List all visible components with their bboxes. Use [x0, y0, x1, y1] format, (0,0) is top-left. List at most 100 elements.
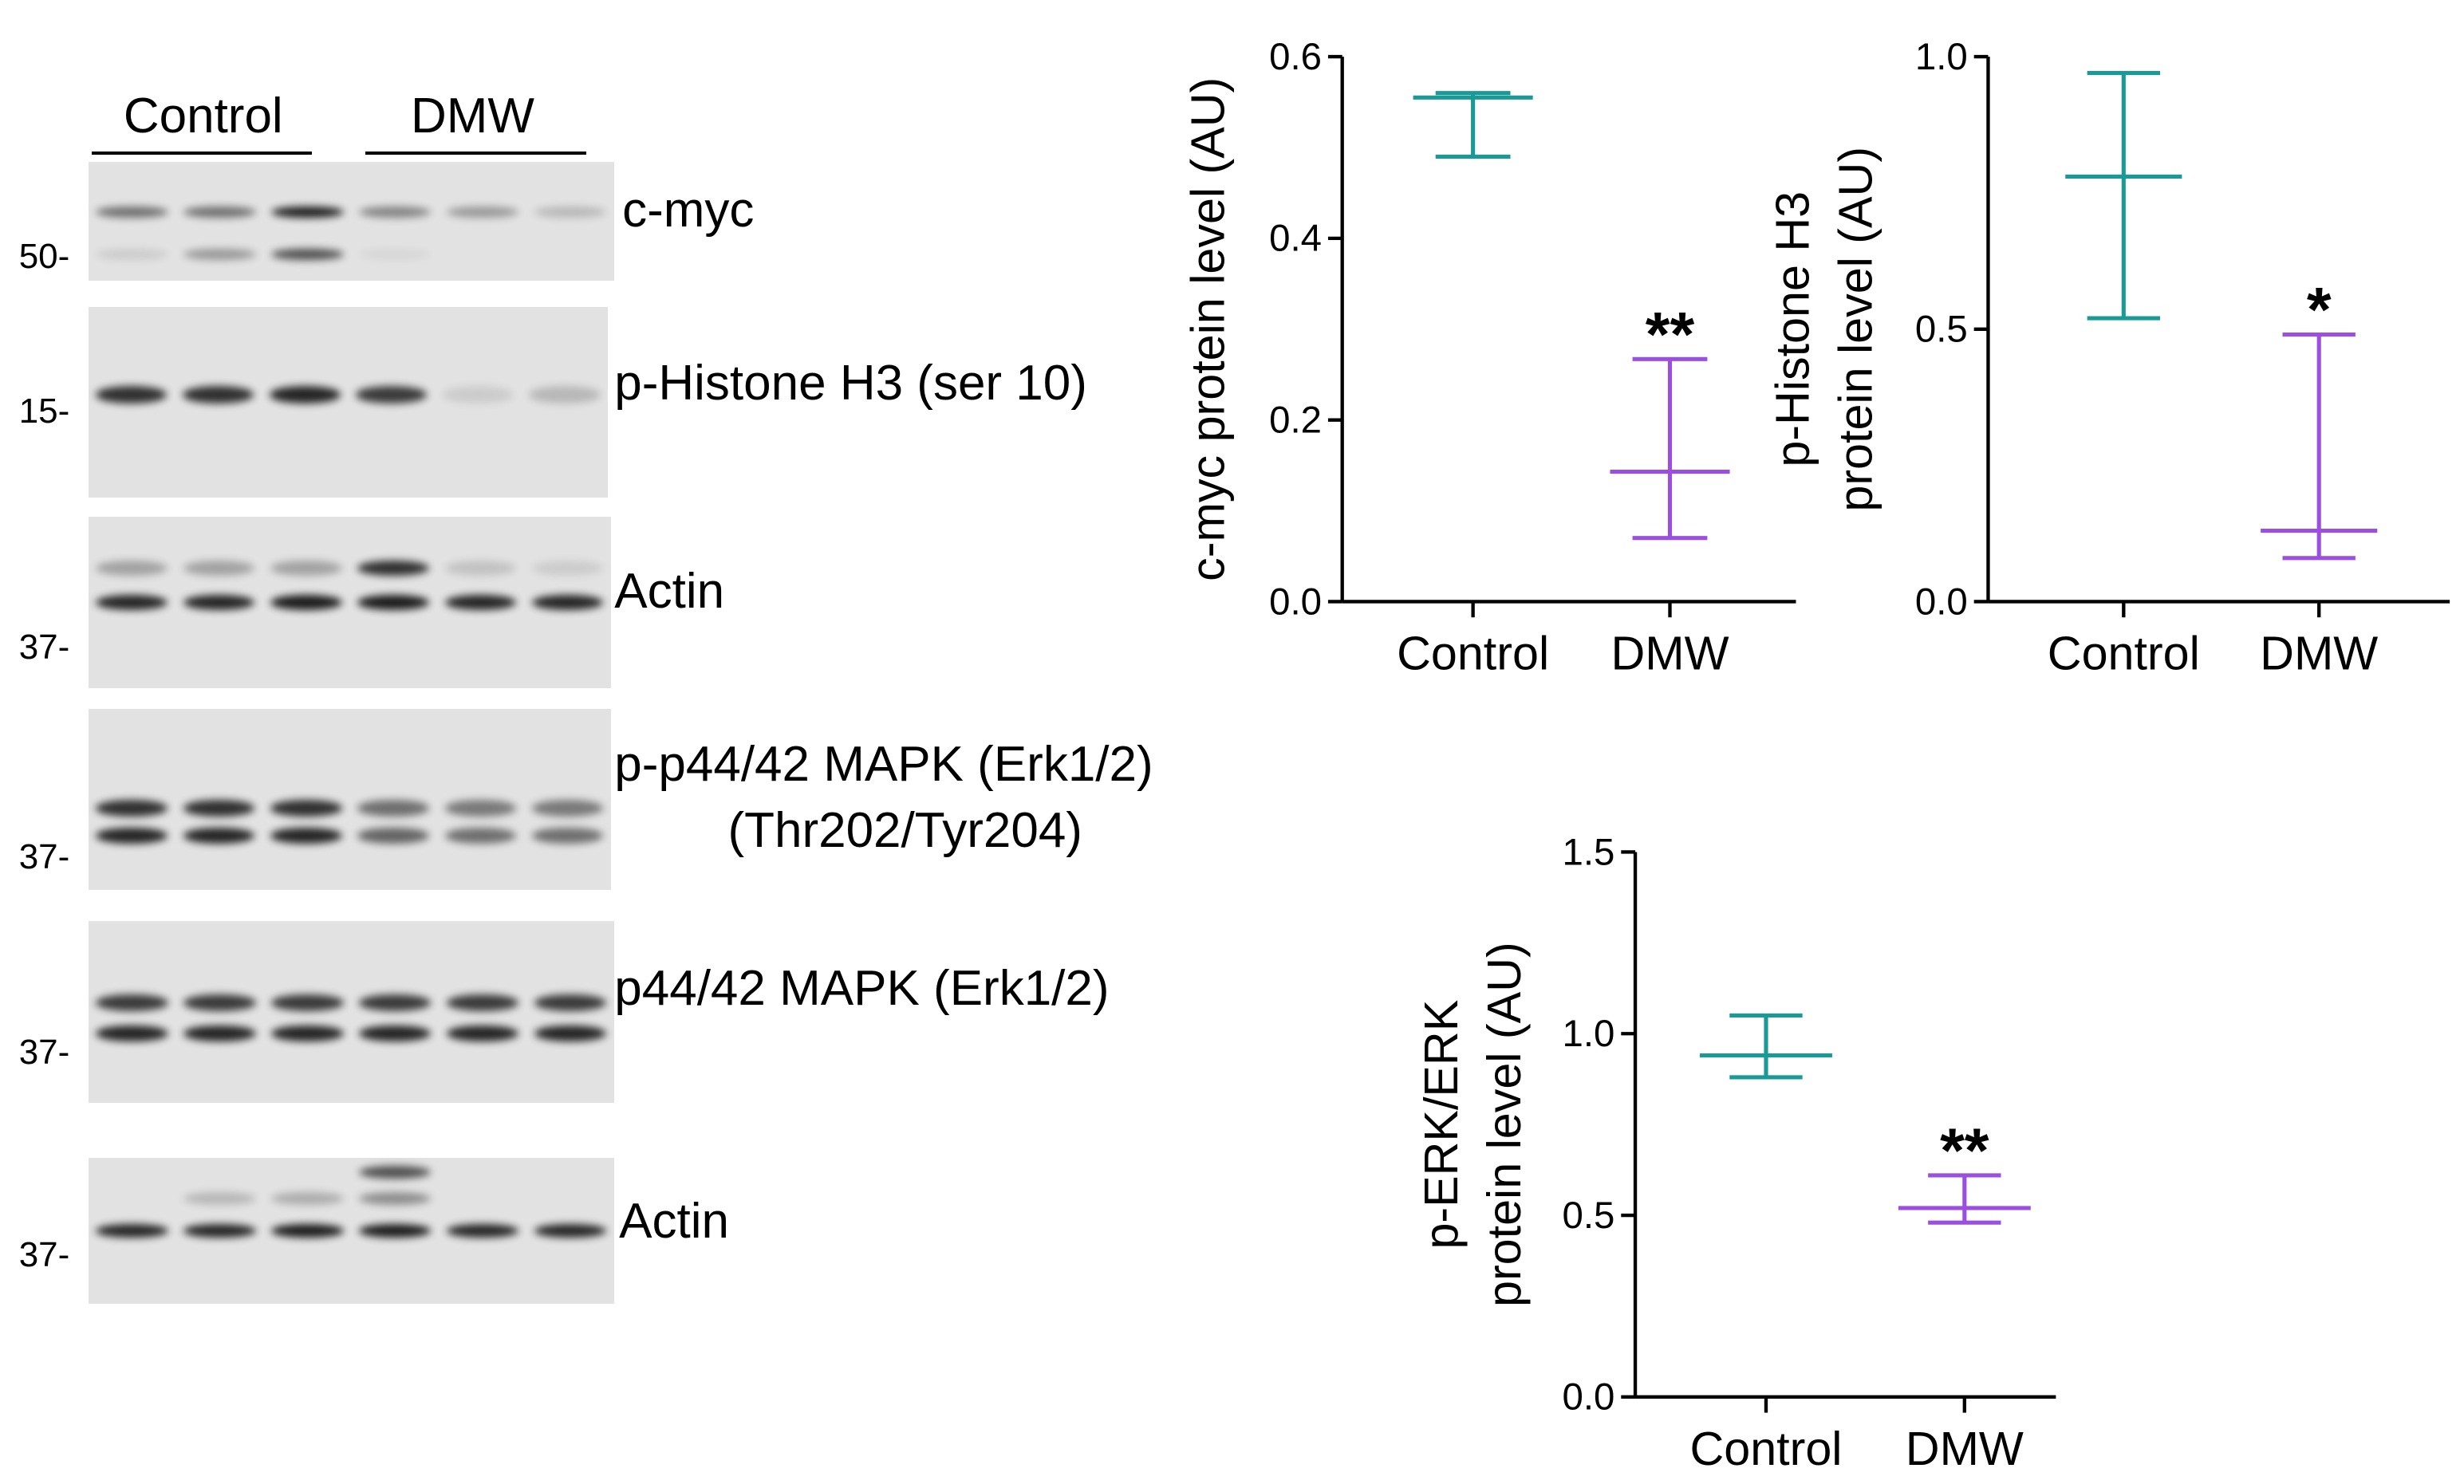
- x-tick-label: Control: [2048, 626, 2200, 679]
- group-underline-control: [91, 151, 313, 155]
- blot-band: [183, 206, 256, 218]
- blot-band: [534, 994, 607, 1011]
- blot-band: [271, 248, 344, 260]
- x-tick-label: Control: [1689, 1422, 1842, 1475]
- blot-panel-erk: [88, 921, 615, 1103]
- blot-band: [447, 1025, 519, 1042]
- blot-label-c-myc: c-myc: [622, 183, 755, 238]
- blot-band: [531, 827, 604, 844]
- blot-panel-actin-2: [88, 1157, 615, 1305]
- y-tick-label: 0.4: [1269, 218, 1322, 260]
- mw-marker-37-a: 37-: [18, 628, 70, 667]
- y-tick-label: 1.0: [1562, 1013, 1614, 1055]
- blot-band: [356, 386, 428, 403]
- blot-band: [270, 560, 342, 577]
- y-axis-label: protein level (AU): [1477, 942, 1531, 1307]
- blot-band: [531, 800, 604, 817]
- blot-band: [444, 827, 517, 844]
- blot-band: [534, 206, 607, 218]
- blot-band: [183, 1025, 256, 1042]
- y-tick-label: 0.5: [1915, 309, 1968, 351]
- blot-label-erk: p44/42 MAPK (Erk1/2): [614, 960, 1110, 1016]
- mw-marker-37-d: 37-: [18, 1235, 70, 1275]
- blot-band: [444, 594, 517, 611]
- blot-band: [357, 827, 429, 844]
- blot-band: [96, 594, 168, 611]
- blot-band: [534, 1224, 607, 1238]
- blot-band: [96, 1224, 168, 1238]
- blot-band: [182, 386, 254, 403]
- blot-band: [359, 1025, 432, 1042]
- x-tick-label: DMW: [2260, 626, 2378, 679]
- y-axis-label: protein level (AU): [1828, 147, 1882, 512]
- blot-band: [357, 594, 429, 611]
- blot-band: [357, 800, 429, 817]
- y-axis-label: c-myc protein level (AU): [1181, 77, 1235, 581]
- blot-band: [96, 994, 168, 1011]
- blot-band: [96, 827, 168, 844]
- x-tick-label: DMW: [1610, 626, 1729, 679]
- blot-band: [96, 206, 168, 218]
- blot-band: [270, 800, 342, 817]
- mw-marker-50: 50-: [18, 237, 70, 277]
- y-tick-label: 0.0: [1915, 581, 1968, 623]
- y-tick-label: 0.6: [1269, 36, 1322, 78]
- blot-label-p-erk: p-p44/42 MAPK (Erk1/2): [614, 737, 1153, 793]
- blot-band: [271, 206, 344, 218]
- blot-band: [359, 248, 432, 260]
- group-underline-dmw: [365, 151, 586, 155]
- mw-marker-15: 15-: [18, 391, 70, 431]
- blot-band: [96, 248, 168, 260]
- blot-label-actin-1: Actin: [614, 564, 725, 619]
- blot-label-p-erk-sites: (Thr202/Tyr204): [727, 803, 1082, 859]
- blot-band: [442, 386, 514, 403]
- blot-band: [183, 827, 255, 844]
- blot-band: [444, 560, 517, 577]
- blot-band: [359, 1165, 432, 1179]
- group-label-control: Control: [123, 88, 283, 144]
- blot-band: [96, 1025, 168, 1042]
- blot-band: [183, 1191, 256, 1206]
- blot-band: [183, 1224, 256, 1238]
- blot-band: [359, 1191, 432, 1206]
- group-label-dmw: DMW: [411, 88, 534, 144]
- y-tick-label: 0.0: [1562, 1376, 1614, 1419]
- blot-band: [183, 994, 256, 1011]
- blot-band: [444, 800, 517, 817]
- blot-band: [359, 1224, 432, 1238]
- y-tick-label: 0.0: [1269, 581, 1322, 623]
- y-tick-label: 0.2: [1269, 399, 1322, 441]
- blot-panel-actin-1: [88, 516, 612, 689]
- blot-band: [531, 594, 604, 611]
- y-tick-label: 0.5: [1562, 1195, 1614, 1237]
- blot-band: [534, 1025, 607, 1042]
- blot-band: [271, 994, 344, 1011]
- blot-band: [271, 1191, 344, 1206]
- blot-panel-c-myc: [88, 162, 615, 281]
- blot-band: [183, 800, 255, 817]
- blot-band: [96, 560, 168, 577]
- x-tick-label: Control: [1397, 626, 1549, 679]
- significance-marker: **: [1940, 1115, 1989, 1186]
- blot-panel-p-histone-h3: [88, 307, 609, 498]
- blot-band: [269, 386, 341, 403]
- significance-marker: **: [1646, 298, 1695, 369]
- blot-band: [359, 206, 432, 218]
- blot-band: [270, 594, 342, 611]
- mw-marker-37-c: 37-: [18, 1032, 70, 1072]
- blot-panel-p-erk: [88, 708, 612, 890]
- y-axis-label: p-ERK/ERK: [1414, 1000, 1468, 1250]
- blot-band: [183, 560, 255, 577]
- blot-label-p-histone-h3: p-Histone H3 (ser 10): [614, 356, 1087, 411]
- blot-band: [271, 1224, 344, 1238]
- mw-marker-37-b: 37-: [18, 836, 70, 876]
- blot-band: [96, 386, 168, 403]
- blot-band: [271, 1025, 344, 1042]
- blot-band: [359, 994, 432, 1011]
- y-tick-label: 1.0: [1915, 36, 1968, 78]
- blot-band: [183, 594, 255, 611]
- blot-band: [447, 206, 519, 218]
- y-tick-label: 1.5: [1562, 831, 1614, 873]
- blot-band: [357, 560, 429, 577]
- blot-band: [96, 800, 168, 817]
